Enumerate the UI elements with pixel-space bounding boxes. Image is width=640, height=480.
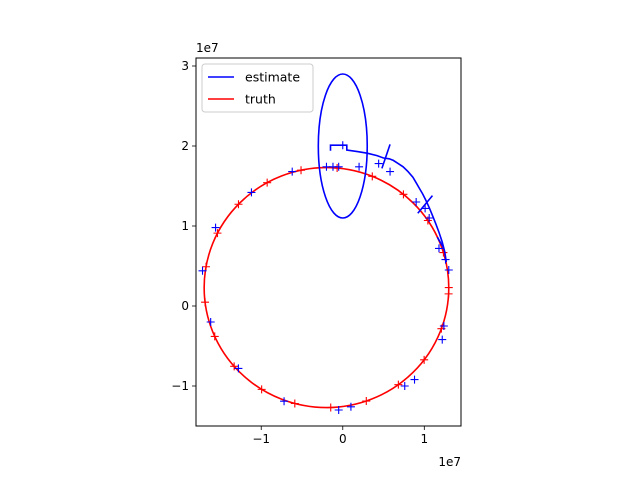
truth-marker bbox=[257, 385, 266, 394]
estimate-marker bbox=[439, 322, 448, 330]
truth-marker bbox=[333, 164, 342, 173]
estimate-ellipse bbox=[317, 73, 369, 219]
truth-marker bbox=[444, 289, 453, 298]
truth-marker bbox=[368, 172, 377, 181]
estimate-marker bbox=[338, 141, 347, 150]
estimate-marker bbox=[412, 198, 421, 206]
legend-label-truth: truth bbox=[245, 92, 276, 107]
estimate-marker bbox=[438, 335, 447, 344]
estimate-segment bbox=[381, 144, 391, 169]
truth-marker bbox=[201, 298, 210, 307]
estimate-marker bbox=[374, 159, 383, 168]
x-offset-label: 1e7 bbox=[438, 455, 461, 469]
estimate-marker bbox=[410, 375, 419, 384]
data-layer bbox=[198, 73, 453, 414]
truth-marker bbox=[326, 403, 335, 412]
x-tick-label: 1 bbox=[420, 432, 428, 446]
estimate-marker bbox=[400, 382, 409, 390]
truth-marker bbox=[420, 355, 429, 364]
estimate-marker bbox=[198, 266, 207, 275]
truth-marker bbox=[394, 380, 403, 389]
estimate-marker bbox=[280, 397, 289, 406]
y-tick-label: 0 bbox=[181, 299, 189, 313]
estimate-marker bbox=[206, 318, 215, 326]
y-tick-label: −1 bbox=[171, 379, 189, 393]
y-tick-label: 3 bbox=[181, 59, 189, 73]
truth-circle bbox=[203, 166, 450, 409]
legend-label-estimate: estimate bbox=[245, 70, 300, 85]
truth-marker bbox=[230, 362, 239, 371]
truth-marker bbox=[399, 190, 408, 199]
ticks-layer: −1 0 1 −1 0 1 2 3 bbox=[171, 59, 428, 446]
truth-marker bbox=[362, 397, 371, 406]
estimate-segment bbox=[436, 236, 445, 249]
estimate-marker bbox=[234, 364, 243, 373]
estimate-marker bbox=[355, 162, 364, 171]
estimate-marker bbox=[386, 167, 395, 176]
estimate-marker bbox=[434, 244, 443, 253]
estimate-marker bbox=[211, 223, 220, 232]
y-tick-label: 1 bbox=[181, 219, 189, 233]
y-offset-label: 1e7 bbox=[196, 41, 219, 55]
y-tick-label: 2 bbox=[181, 139, 189, 153]
estimate-marker bbox=[247, 188, 256, 197]
x-tick-label: −1 bbox=[252, 432, 270, 446]
estimate-marker bbox=[322, 162, 331, 171]
legend-box bbox=[201, 63, 314, 113]
axes-frame bbox=[195, 57, 462, 427]
estimate-marker bbox=[421, 204, 430, 213]
estimate-marker bbox=[441, 255, 450, 264]
estimate-path bbox=[329, 144, 448, 263]
truth-marker bbox=[290, 399, 299, 408]
estimate-marker bbox=[444, 266, 453, 274]
truth-marker bbox=[213, 229, 222, 238]
estimate-marker bbox=[334, 406, 343, 414]
estimate-marker bbox=[346, 402, 355, 411]
truth-marker bbox=[210, 332, 219, 341]
truth-marker bbox=[263, 178, 272, 187]
truth-marker bbox=[202, 262, 211, 271]
x-tick-label: 0 bbox=[339, 432, 347, 446]
truth-marker bbox=[234, 200, 243, 209]
legend: estimate truth bbox=[201, 63, 314, 113]
truth-marker bbox=[297, 166, 306, 175]
estimate-marker bbox=[288, 167, 297, 176]
estimate-marker bbox=[425, 214, 434, 222]
estimate-marker bbox=[334, 162, 343, 171]
